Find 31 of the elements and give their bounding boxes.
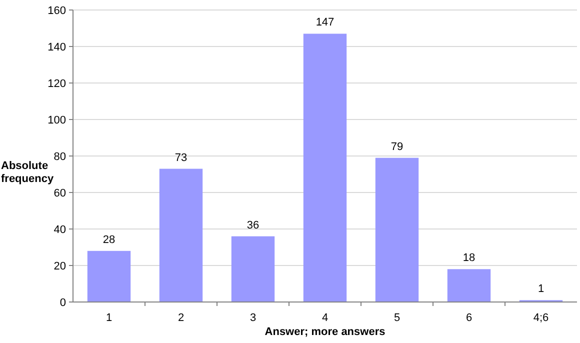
y-tick-label: 0	[60, 296, 66, 309]
x-tick-label: 4	[322, 312, 328, 324]
data-label: 73	[174, 152, 188, 164]
x-tick-label: 1	[106, 312, 112, 324]
bar	[303, 34, 347, 302]
y-tick-label: 140	[48, 41, 66, 54]
data-label: 18	[462, 252, 476, 264]
y-axis-title: Absolute frequency	[1, 160, 54, 185]
data-label: 147	[316, 16, 334, 29]
bar	[87, 250, 131, 302]
y-tick-label: 100	[48, 114, 66, 126]
data-label: 79	[390, 140, 404, 153]
data-label: 36	[246, 219, 260, 232]
y-tick-label: 120	[48, 78, 66, 90]
bar	[447, 269, 491, 302]
x-tick-label: 2	[178, 312, 184, 324]
x-tick-label: 6	[466, 312, 472, 324]
x-tick-label: 5	[394, 312, 400, 324]
y-tick-label: 80	[54, 150, 66, 163]
x-tick-label: 3	[250, 312, 256, 324]
y-tick-label: 40	[54, 224, 66, 236]
bar	[231, 236, 275, 302]
data-label: 28	[102, 234, 116, 246]
data-label: 1	[538, 283, 544, 296]
x-tick-label: 4;6	[533, 312, 549, 324]
bar	[375, 158, 419, 302]
y-tick-label: 160	[48, 4, 66, 17]
bar	[159, 168, 203, 302]
x-axis-title: Answer; more answers	[264, 326, 386, 338]
y-tick-label: 60	[54, 187, 66, 200]
y-tick-label: 20	[54, 260, 66, 272]
